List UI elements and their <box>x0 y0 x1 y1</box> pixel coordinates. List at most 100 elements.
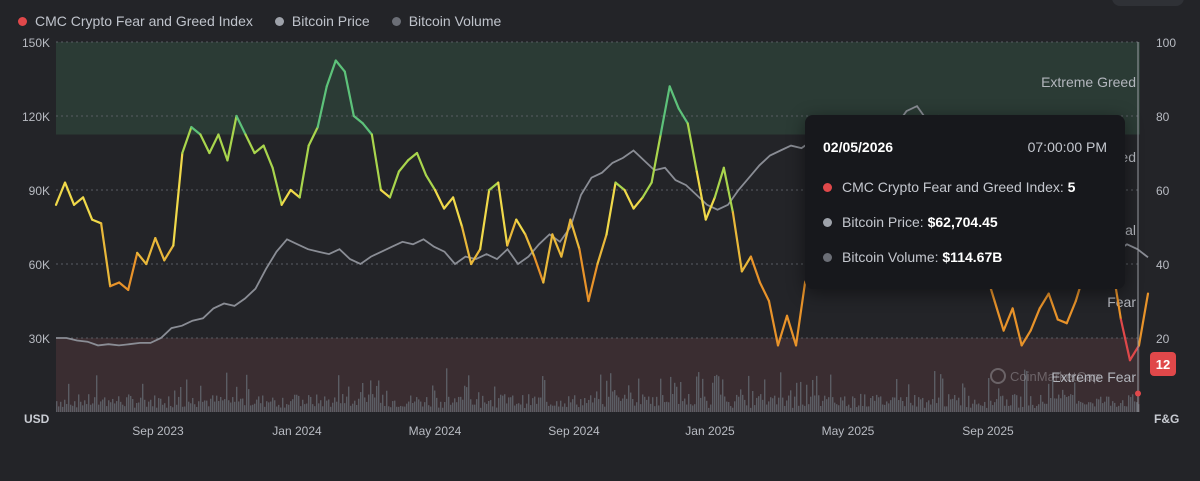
volume-bar <box>930 404 932 412</box>
volume-bar <box>116 401 118 412</box>
fear-greed-segment <box>632 196 644 210</box>
volume-bar <box>62 406 64 412</box>
legend-item-bitcoin-volume[interactable]: Bitcoin Volume <box>391 13 501 29</box>
volume-bar <box>508 397 510 412</box>
volume-bar <box>942 378 944 412</box>
volume-bar <box>734 401 736 412</box>
volume-bar <box>798 405 800 412</box>
fear-greed-segment <box>470 248 482 266</box>
legend-label-fear-greed: CMC Crypto Fear and Greed Index <box>35 13 253 29</box>
volume-bar <box>198 401 200 412</box>
volume-bar <box>266 401 268 412</box>
fear-greed-segment <box>695 170 707 221</box>
legend-label-bitcoin-price: Bitcoin Price <box>291 13 370 29</box>
volume-bar <box>634 405 636 412</box>
volume-bar <box>1134 401 1136 412</box>
volume-bar <box>856 407 858 412</box>
volume-bar <box>340 403 342 412</box>
volume-bar <box>628 385 630 412</box>
volume-bar <box>1126 406 1128 412</box>
fear-greed-segment <box>713 166 725 199</box>
volume-bar <box>184 406 186 412</box>
volume-bar <box>510 397 512 412</box>
fear-greed-segment <box>90 218 103 225</box>
volume-bar <box>1014 394 1016 412</box>
fear-greed-segment <box>1137 292 1150 347</box>
fear-greed-segment <box>587 262 599 303</box>
volume-bar <box>1106 396 1108 412</box>
volume-bar <box>466 387 468 412</box>
volume-bar <box>978 403 980 412</box>
volume-bar <box>864 394 866 412</box>
volume-bar <box>618 397 620 412</box>
volume-bar <box>990 400 992 412</box>
volume-bar <box>390 407 392 412</box>
volume-bar <box>534 396 536 412</box>
volume-bar <box>440 401 442 412</box>
volume-bar <box>542 376 544 412</box>
fear-greed-segment <box>677 107 689 125</box>
fear-greed-segment <box>63 181 76 206</box>
volume-bar <box>496 407 498 412</box>
volume-bar <box>348 386 350 412</box>
volume-bar <box>248 389 250 412</box>
volume-bar <box>286 404 288 412</box>
current-value-badge: 12 <box>1150 352 1176 376</box>
volume-bar <box>456 402 458 412</box>
volume-bar <box>670 376 672 412</box>
volume-bar <box>216 395 218 412</box>
volume-bar <box>756 397 758 412</box>
volume-bar <box>828 397 830 412</box>
volume-bar <box>562 406 564 412</box>
volume-bar <box>424 402 426 412</box>
volume-bar <box>762 399 764 412</box>
fear-greed-segment <box>551 233 563 258</box>
volume-bar <box>370 380 372 412</box>
volume-bar <box>572 399 574 412</box>
fear-greed-segment <box>1011 307 1023 347</box>
volume-bar <box>76 407 78 412</box>
legend-item-fear-greed[interactable]: CMC Crypto Fear and Greed Index <box>18 13 253 29</box>
volume-bar <box>788 395 790 412</box>
volume-bar <box>900 397 902 412</box>
volume-bar <box>956 400 958 412</box>
volume-bar <box>244 405 246 412</box>
fear-greed-segment <box>334 59 346 73</box>
volume-bar <box>556 401 558 412</box>
fear-greed-segment <box>415 151 428 177</box>
fear-greed-segment <box>614 181 626 192</box>
volume-bar <box>84 400 86 412</box>
fear-greed-segment <box>253 144 265 155</box>
volume-bar <box>306 403 308 412</box>
fear-greed-series <box>54 59 1150 362</box>
fear-greed-segment <box>749 255 762 284</box>
fear-greed-segment <box>785 314 798 347</box>
volume-bar <box>822 400 824 412</box>
volume-bar <box>190 403 192 412</box>
volume-bar <box>796 382 798 412</box>
volume-bar <box>936 403 938 412</box>
volume-bar <box>386 390 388 412</box>
volume-bar <box>398 406 400 412</box>
volume-bar <box>522 395 524 412</box>
volume-bar <box>358 398 360 412</box>
y-right-tick: 100 <box>1156 36 1176 50</box>
volume-bar <box>532 398 534 412</box>
volume-bar <box>1112 401 1114 412</box>
volume-bar <box>776 404 778 412</box>
volume-bar <box>1046 403 1048 412</box>
volume-bar <box>236 386 238 412</box>
volume-bar <box>262 395 264 412</box>
volume-bar <box>574 395 576 412</box>
x-tick: Jan 2025 <box>685 424 735 438</box>
volume-bar <box>312 404 314 412</box>
volume-bar <box>100 401 102 412</box>
volume-bar <box>772 398 774 412</box>
corner-menu-button[interactable] <box>1112 0 1184 6</box>
x-tick: Jan 2024 <box>272 424 322 438</box>
tooltip-row-bitcoin-volume: Bitcoin Volume: $114.67B <box>823 249 1002 265</box>
legend-item-bitcoin-price[interactable]: Bitcoin Price <box>274 13 370 29</box>
volume-bar <box>282 397 284 412</box>
volume-bar <box>648 396 650 412</box>
volume-bar <box>430 406 432 412</box>
